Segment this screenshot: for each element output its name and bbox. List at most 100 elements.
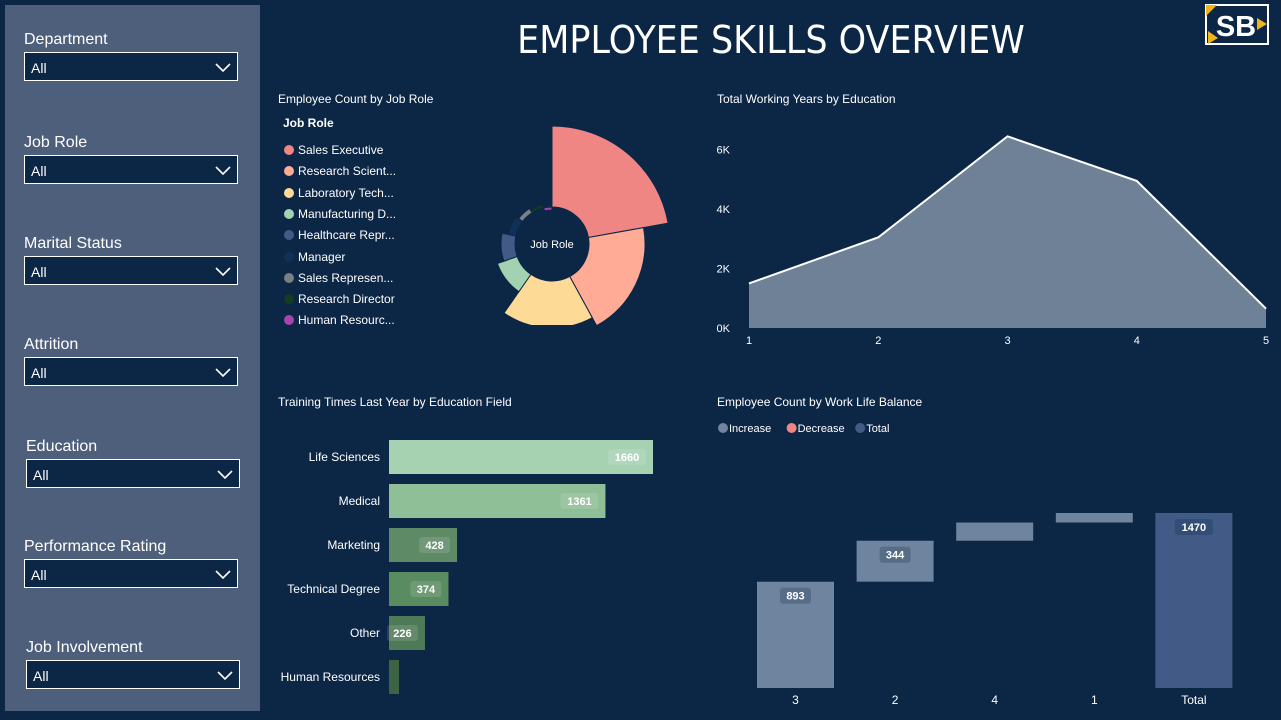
waterfall-bar[interactable]: [757, 581, 834, 688]
bar-value-badge: [780, 587, 811, 604]
filter-marital-status: Marital Status All: [24, 234, 239, 285]
legend-dot-icon: [786, 423, 797, 433]
legend-item[interactable]: Healthcare Repr...: [284, 228, 395, 244]
filter-value: All: [31, 264, 47, 280]
y-tick-label: 2K: [717, 264, 731, 276]
legend-dot-icon: [284, 166, 294, 177]
legend-dot-icon: [718, 423, 728, 433]
legend-dot-icon: [284, 315, 294, 326]
bar-value-badge: [1174, 519, 1213, 535]
chevron-down-icon: [215, 570, 231, 580]
bar-value-badge: [879, 546, 911, 563]
legend-label: Sales Represen...: [298, 270, 394, 285]
legend-item[interactable]: Manufacturing D...: [284, 207, 396, 223]
donut-slice[interactable]: [569, 227, 646, 325]
bar[interactable]: [389, 572, 449, 606]
bar-value-badge: [608, 449, 646, 465]
legend-dot-icon: [284, 208, 294, 219]
y-tick-label: 4K: [717, 204, 731, 216]
bar-chart: Life Sciences 1660 Medical 1361 Marketing 428…: [281, 440, 653, 694]
waterfall-bar[interactable]: [856, 540, 934, 582]
legend-label: Sales Executive: [298, 143, 384, 157]
donut-slice[interactable]: [503, 273, 593, 325]
bar-category-label: Technical Degree: [287, 582, 380, 596]
donut-slice[interactable]: [551, 125, 669, 239]
filter-dropdown[interactable]: All: [26, 459, 240, 488]
legend-dot-icon: [284, 294, 294, 305]
legend-label[interactable]: Increase: [729, 423, 771, 435]
legend-item[interactable]: Manager: [284, 250, 345, 266]
filter-performance-rating: Performance Rating All: [24, 537, 239, 588]
waterfall-bar[interactable]: [1155, 513, 1233, 688]
legend-dot-icon: [284, 272, 294, 283]
bar-category-label: Marketing: [327, 538, 380, 552]
x-tick-label: 4: [1134, 335, 1140, 347]
filter-label: Attrition: [24, 336, 79, 353]
legend-dot-icon: [855, 423, 866, 433]
bar[interactable]: [389, 440, 653, 474]
donut-center-label: Job Role: [530, 239, 573, 251]
legend-item[interactable]: Research Scient...: [284, 164, 396, 180]
legend-label[interactable]: Decrease: [798, 423, 845, 435]
filter-dropdown[interactable]: All: [24, 155, 238, 184]
filter-dropdown[interactable]: All: [26, 660, 240, 689]
filter-job-role: Job Role All: [24, 133, 239, 184]
bar[interactable]: [389, 484, 606, 518]
waterfall-chart: Increase Decrease Total 893 3 344 2 4 1 1470 Total: [718, 423, 1233, 707]
filter-dropdown[interactable]: All: [24, 559, 238, 588]
area-chart: 0K 2K 4K 6K 1 2 3 4 5: [717, 135, 1269, 347]
x-tick-label: 2: [892, 693, 899, 707]
legend-label: Human Resourc...: [298, 313, 395, 328]
bar[interactable]: [389, 616, 425, 650]
bar-value-label: 1660: [615, 452, 639, 464]
legend-item[interactable]: Sales Represen...: [284, 271, 393, 287]
filter-education: Education All: [26, 437, 241, 488]
waterfall-chart-title: Employee Count by Work Life Balance: [717, 395, 923, 409]
area-fill: [749, 136, 1266, 328]
legend-item[interactable]: Human Resourc...: [284, 313, 395, 329]
legend-label: Research Scient...: [298, 164, 397, 179]
bar-chart-title: Training Times Last Year by Education Fi…: [278, 395, 512, 409]
legend-label[interactable]: Total: [866, 423, 889, 435]
donut-slice[interactable]: [500, 232, 518, 262]
bar[interactable]: [389, 660, 399, 694]
waterfall-bar[interactable]: [1055, 513, 1133, 523]
donut-slice[interactable]: [543, 206, 553, 212]
bar-value-label: 1361: [567, 496, 591, 508]
legend-label: Healthcare Repr...: [298, 228, 395, 243]
logo-text: SB: [1216, 11, 1256, 43]
bar-value-label: 344: [886, 550, 905, 562]
legend-label: Manufacturing D...: [298, 206, 397, 221]
y-tick-label: 0K: [717, 323, 731, 335]
chevron-down-icon: [215, 267, 231, 277]
filter-job-involvement: Job Involvement All: [26, 638, 241, 689]
chevron-down-icon: [215, 368, 231, 378]
legend-item[interactable]: Laboratory Tech...: [284, 186, 394, 202]
legend-dot-icon: [284, 230, 294, 241]
filter-value: All: [33, 668, 49, 684]
donut-slice[interactable]: [517, 207, 533, 223]
x-tick-label: 3: [792, 693, 799, 707]
bar[interactable]: [389, 528, 458, 562]
x-tick-label: 4: [991, 693, 998, 707]
filter-dropdown[interactable]: All: [24, 52, 238, 81]
filter-department: Department All: [24, 30, 239, 81]
legend-dot-icon: [284, 145, 294, 155]
x-tick-label: 3: [1004, 335, 1010, 347]
filter-dropdown[interactable]: All: [24, 357, 238, 386]
donut-legend-title: Job Role: [283, 116, 334, 130]
donut-chart: Job Role: [496, 125, 669, 325]
donut-slice[interactable]: [529, 204, 545, 214]
legend-item[interactable]: Sales Executive: [284, 143, 383, 159]
bar-value-badge: [410, 581, 442, 597]
legend-label: Research Director: [298, 292, 395, 307]
filter-dropdown[interactable]: All: [24, 256, 238, 285]
filter-label: Marital Status: [24, 235, 122, 252]
x-tick-label: Total: [1181, 693, 1206, 707]
waterfall-bar[interactable]: [956, 522, 1034, 541]
filter-label: Job Role: [24, 134, 88, 151]
bar-value-badge: [560, 493, 599, 509]
legend-item[interactable]: Research Director: [284, 292, 395, 308]
filter-value: All: [31, 163, 47, 179]
bar-value-label: 226: [393, 628, 411, 640]
